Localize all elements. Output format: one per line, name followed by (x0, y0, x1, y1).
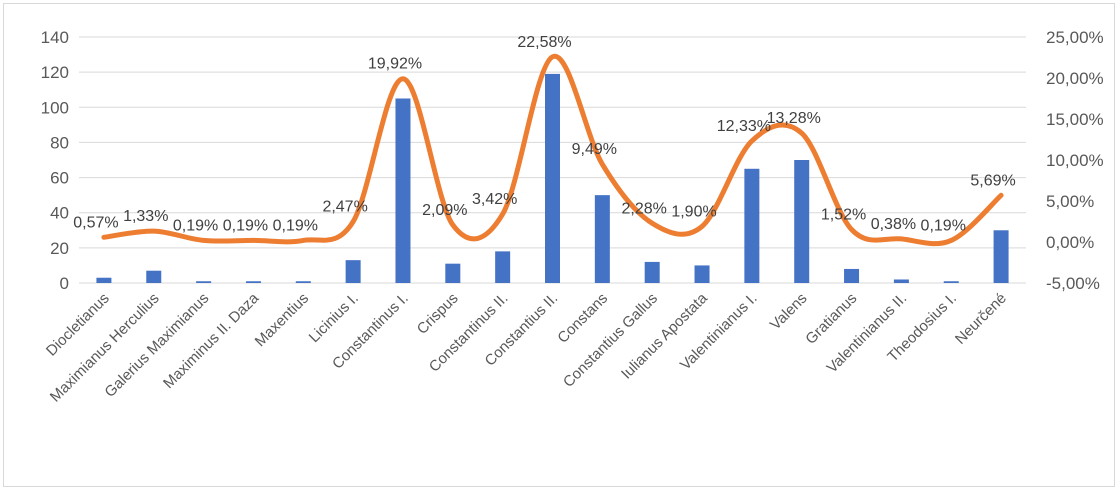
left-tick-label: 140 (41, 28, 69, 47)
bar (295, 281, 311, 283)
data-label: 13,28% (767, 110, 821, 127)
category-label: Constantius Gallus (560, 290, 661, 391)
left-tick-label: 80 (50, 133, 69, 152)
bar (794, 160, 810, 283)
bar (495, 251, 511, 283)
data-label: 0,38% (871, 216, 916, 233)
left-tick-label: 40 (50, 204, 69, 223)
right-tick-label: 0,00% (1046, 233, 1094, 252)
data-label: 2,47% (322, 199, 367, 216)
category-label: Maximinus II. Daza (160, 289, 263, 392)
right-tick-label: 10,00% (1046, 151, 1104, 170)
data-label: 2,09% (422, 202, 467, 219)
right-tick-label: -5,00% (1046, 274, 1100, 293)
left-tick-label: 0 (60, 274, 69, 293)
bar (345, 260, 361, 283)
line-series (101, 54, 1004, 247)
data-label: 1,52% (821, 207, 866, 224)
left-axis-ticks: 0 20 40 60 80 100 120 140 (41, 28, 69, 293)
category-label: Iulianus Apostata (618, 289, 711, 382)
data-label: 3,42% (472, 191, 517, 208)
bar (545, 73, 560, 284)
bar (644, 261, 660, 283)
data-label: 1,33% (123, 208, 168, 225)
bar (96, 277, 112, 283)
right-tick-label: 20,00% (1046, 69, 1104, 88)
left-tick-label: 100 (41, 98, 69, 117)
combo-chart: 0 20 40 60 80 100 120 140 -5,00% 0,00% 5,00% 10,00… (41, 28, 1104, 406)
bar (196, 281, 212, 283)
right-tick-label: 15,00% (1046, 110, 1104, 129)
category-label: Neurčené (952, 290, 1010, 348)
category-label: Maxentius (252, 290, 312, 350)
category-label: Valens (767, 290, 811, 334)
data-label: 12,33% (717, 118, 771, 135)
data-label: 0,19% (921, 217, 966, 234)
bar-series (96, 73, 1009, 284)
data-label: 1,90% (671, 203, 716, 220)
right-tick-label: 5,00% (1046, 192, 1094, 211)
right-axis-ticks: -5,00% 0,00% 5,00% 10,00% 15,00% 20,00% 25,00% (1046, 28, 1104, 293)
data-label: 0,19% (223, 217, 268, 234)
bar (943, 281, 959, 283)
percentage-line (101, 54, 1004, 247)
data-label: 9,49% (572, 141, 617, 158)
data-label: 2,28% (621, 200, 666, 217)
data-label: 19,92% (368, 56, 422, 73)
category-label: Crispus (414, 290, 462, 338)
bar (445, 263, 461, 283)
bar (146, 270, 162, 283)
data-label: 22,58% (517, 34, 571, 51)
bar (993, 230, 1009, 283)
bar (744, 168, 760, 283)
bar (395, 98, 411, 283)
data-label: 5,69% (970, 172, 1015, 189)
data-labels: 0,57% 1,33%0,19% 0,19% 0,19%2,47%19,92%2,09… (73, 34, 1016, 235)
data-label: 0,19% (273, 217, 318, 234)
bar (694, 265, 710, 283)
left-tick-label: 20 (50, 239, 69, 258)
left-tick-label: 60 (50, 169, 69, 188)
left-tick-label: 120 (41, 63, 69, 82)
bar (594, 195, 610, 283)
bar (245, 281, 261, 283)
right-tick-label: 25,00% (1046, 28, 1104, 47)
chart-container: 0 20 40 60 80 100 120 140 -5,00% 0,00% 5,00% 10,00… (3, 3, 1115, 487)
bar (844, 268, 860, 283)
bar (893, 279, 909, 283)
data-label: 0,57% (73, 214, 118, 231)
data-label: 0,19% (173, 217, 218, 234)
